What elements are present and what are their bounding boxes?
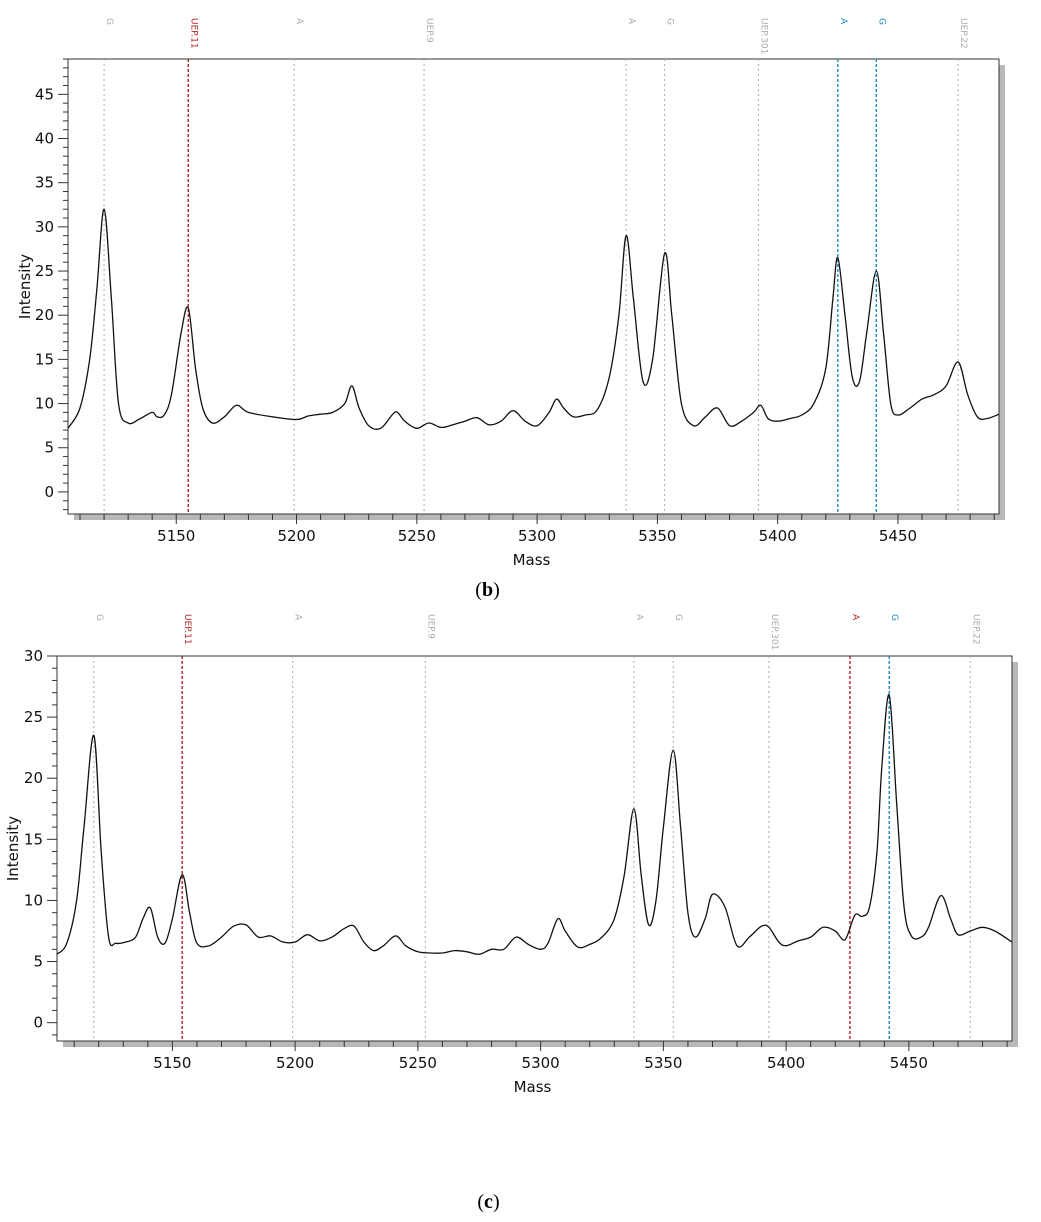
marker-label: UEP.11 [188,18,198,49]
y-axis-title: Intensity [4,816,22,881]
y-tick-label: 20 [35,306,54,324]
panel-label: b [482,579,493,601]
x-tick-label: 5400 [759,527,797,545]
marker-label: A [293,614,303,621]
series-line [67,208,1000,430]
marker-label: G [104,18,114,25]
y-tick-label: 25 [24,708,43,726]
marker-label: A [294,18,304,25]
x-tick-label: 5450 [890,1054,928,1072]
marker-label: A [838,18,848,25]
y-axis-title: Intensity [16,254,34,319]
marker-label: A [850,614,860,621]
y-tick-label: 10 [24,891,43,909]
y-tick-label: 30 [24,647,43,665]
y-tick-label: 20 [24,769,43,787]
y-tick-label: 35 [35,174,54,192]
y-tick-label: 40 [35,130,54,148]
marker-label: G [665,18,675,25]
marker-label: UEP.301 [769,614,779,650]
marker-label: A [634,614,644,621]
y-tick-label: 15 [35,350,54,368]
y-tick-label: 30 [35,218,54,236]
y-tick-label: 5 [44,439,54,457]
x-tick-label: 5150 [157,527,195,545]
marker-label: UEP.9 [424,18,434,43]
marker-label: G [876,18,886,25]
plot-area [67,58,1000,515]
x-tick-label: 5350 [638,527,676,545]
marker-label: UEP.11 [182,614,192,645]
x-tick-label: 5300 [518,527,556,545]
x-tick-label: 5200 [277,527,315,545]
marker-label: UEP.301 [758,18,768,54]
y-tick-label: 25 [35,262,54,280]
marker-label: UEP.9 [425,614,435,639]
y-tick-label: 5 [33,953,43,971]
x-tick-label: 5350 [644,1054,682,1072]
y-tick-label: 15 [24,830,43,848]
x-tick-label: 5450 [879,527,917,545]
x-axis-title: Mass [513,551,551,569]
marker-label: G [889,614,899,621]
plot-area [56,655,1013,1042]
marker-label: G [673,614,683,621]
series-line [56,694,1013,955]
marker-label: G [94,614,104,621]
panel-caption: (c) [477,1191,499,1213]
x-tick-label: 5300 [522,1054,560,1072]
marker-label: UEP.22 [958,18,968,49]
marker-label: UEP.22 [970,614,980,645]
x-tick-label: 5200 [276,1054,314,1072]
y-tick-label: 0 [44,483,54,501]
x-axis-title: Mass [514,1078,552,1096]
x-tick-label: 5150 [153,1054,191,1072]
x-tick-label: 5400 [767,1054,805,1072]
panel-caption: (b) [475,579,499,601]
y-tick-label: 45 [35,85,54,103]
marker-label: A [626,18,636,25]
x-tick-label: 5250 [398,527,436,545]
y-tick-label: 10 [35,395,54,413]
y-tick-label: 0 [33,1014,43,1032]
panel-label: c [484,1191,493,1213]
x-tick-label: 5250 [399,1054,437,1072]
